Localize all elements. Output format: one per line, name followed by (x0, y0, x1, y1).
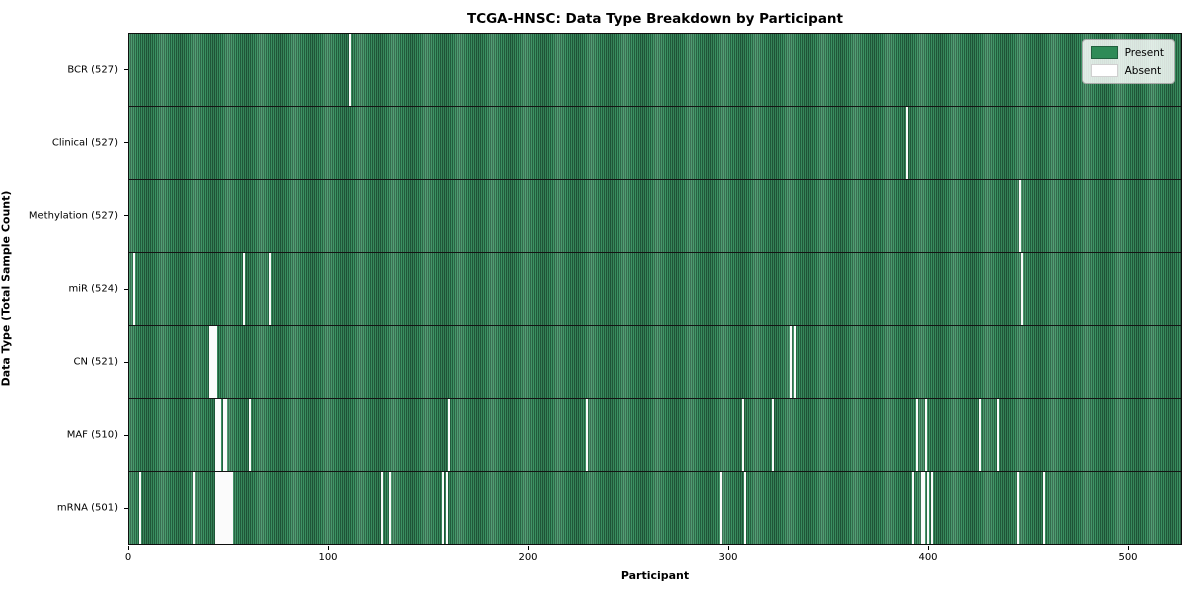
absent-stripe (210, 326, 213, 398)
absent-stripe (214, 472, 217, 544)
absent-stripe (230, 472, 233, 544)
data-type-row (129, 106, 1181, 179)
x-tick-label: 200 (518, 552, 538, 563)
legend-label-present: Present (1124, 46, 1164, 59)
absent-stripe (586, 399, 589, 471)
absent-stripe (228, 472, 231, 544)
absent-stripe (1043, 472, 1046, 544)
absent-stripe (388, 472, 391, 544)
y-tick-mark (124, 507, 128, 509)
y-tick-label: miR (524) (68, 283, 118, 295)
absent-swatch (1090, 64, 1118, 77)
x-tick-mark (128, 546, 129, 550)
y-tick-mark (124, 434, 128, 436)
absent-stripe (446, 472, 449, 544)
absent-stripe (925, 399, 928, 471)
absent-stripe (979, 399, 982, 471)
data-type-row (129, 471, 1181, 544)
absent-stripe (218, 472, 221, 544)
absent-stripe (911, 472, 914, 544)
absent-stripe (248, 399, 251, 471)
absent-stripe (192, 472, 195, 544)
absent-stripe (222, 472, 225, 544)
data-type-row (129, 179, 1181, 252)
absent-stripe (719, 472, 722, 544)
absent-stripe (208, 326, 211, 398)
data-type-row (129, 252, 1181, 325)
legend-label-absent: Absent (1124, 64, 1162, 77)
absent-stripe (218, 399, 221, 471)
absent-stripe (226, 472, 229, 544)
y-tick-label: Methylation (527) (28, 210, 118, 222)
x-tick-label: 500 (1118, 552, 1138, 563)
data-type-row (129, 34, 1181, 106)
x-tick-mark (928, 546, 929, 550)
absent-stripe (448, 399, 451, 471)
absent-stripe (905, 107, 908, 179)
legend-item-present: Present (1090, 46, 1164, 59)
absent-stripe (923, 472, 926, 544)
absent-stripe (348, 34, 351, 106)
x-tick-label: 300 (718, 552, 738, 563)
y-tick-label: MAF (510) (66, 429, 118, 441)
legend: Present Absent (1081, 39, 1175, 84)
y-tick-mark (124, 288, 128, 290)
x-tick-mark (1128, 546, 1129, 550)
x-tick-mark (528, 546, 529, 550)
absent-stripe (212, 326, 215, 398)
y-tick-mark (124, 215, 128, 217)
x-tick-label: 100 (318, 552, 338, 563)
absent-stripe (1021, 253, 1024, 325)
x-tick-label: 0 (124, 552, 132, 563)
absent-stripe (214, 326, 217, 398)
y-tick-label: Clinical (527) (51, 137, 118, 149)
x-axis-title: Participant (620, 569, 690, 582)
y-tick-label: CN (521) (73, 356, 118, 368)
chart-title: TCGA-HNSC: Data Type Breakdown by Partic… (466, 11, 843, 27)
absent-stripe (132, 253, 135, 325)
absent-stripe (214, 399, 217, 471)
absent-stripe (380, 472, 383, 544)
y-tick-mark (124, 361, 128, 363)
absent-stripe (741, 399, 744, 471)
absent-stripe (138, 472, 141, 544)
absent-stripe (216, 472, 219, 544)
absent-stripe (789, 326, 792, 398)
absent-stripe (242, 253, 245, 325)
absent-stripe (931, 472, 934, 544)
absent-stripe (915, 399, 918, 471)
y-tick-label: BCR (527) (67, 64, 118, 76)
absent-stripe (220, 472, 223, 544)
absent-stripe (224, 399, 227, 471)
absent-stripe (1019, 180, 1022, 252)
absent-stripe (224, 472, 227, 544)
data-type-row (129, 325, 1181, 398)
absent-stripe (771, 399, 774, 471)
absent-stripe (793, 326, 796, 398)
absent-stripe (442, 472, 445, 544)
absent-stripe (268, 253, 271, 325)
absent-stripe (216, 399, 219, 471)
absent-stripe (1017, 472, 1020, 544)
legend-item-absent: Absent (1090, 64, 1164, 77)
plot-area: Present Absent (128, 33, 1182, 545)
absent-stripe (743, 472, 746, 544)
y-tick-label: mRNA (501) (56, 502, 118, 514)
absent-stripe (927, 472, 930, 544)
present-swatch (1090, 46, 1118, 59)
x-tick-label: 400 (918, 552, 938, 563)
x-tick-mark (728, 546, 729, 550)
x-tick-mark (328, 546, 329, 550)
absent-stripe (997, 399, 1000, 471)
absent-stripe (222, 399, 225, 471)
absent-stripe (921, 472, 924, 544)
y-tick-mark (124, 142, 128, 144)
data-type-row (129, 398, 1181, 471)
y-tick-mark (124, 69, 128, 71)
